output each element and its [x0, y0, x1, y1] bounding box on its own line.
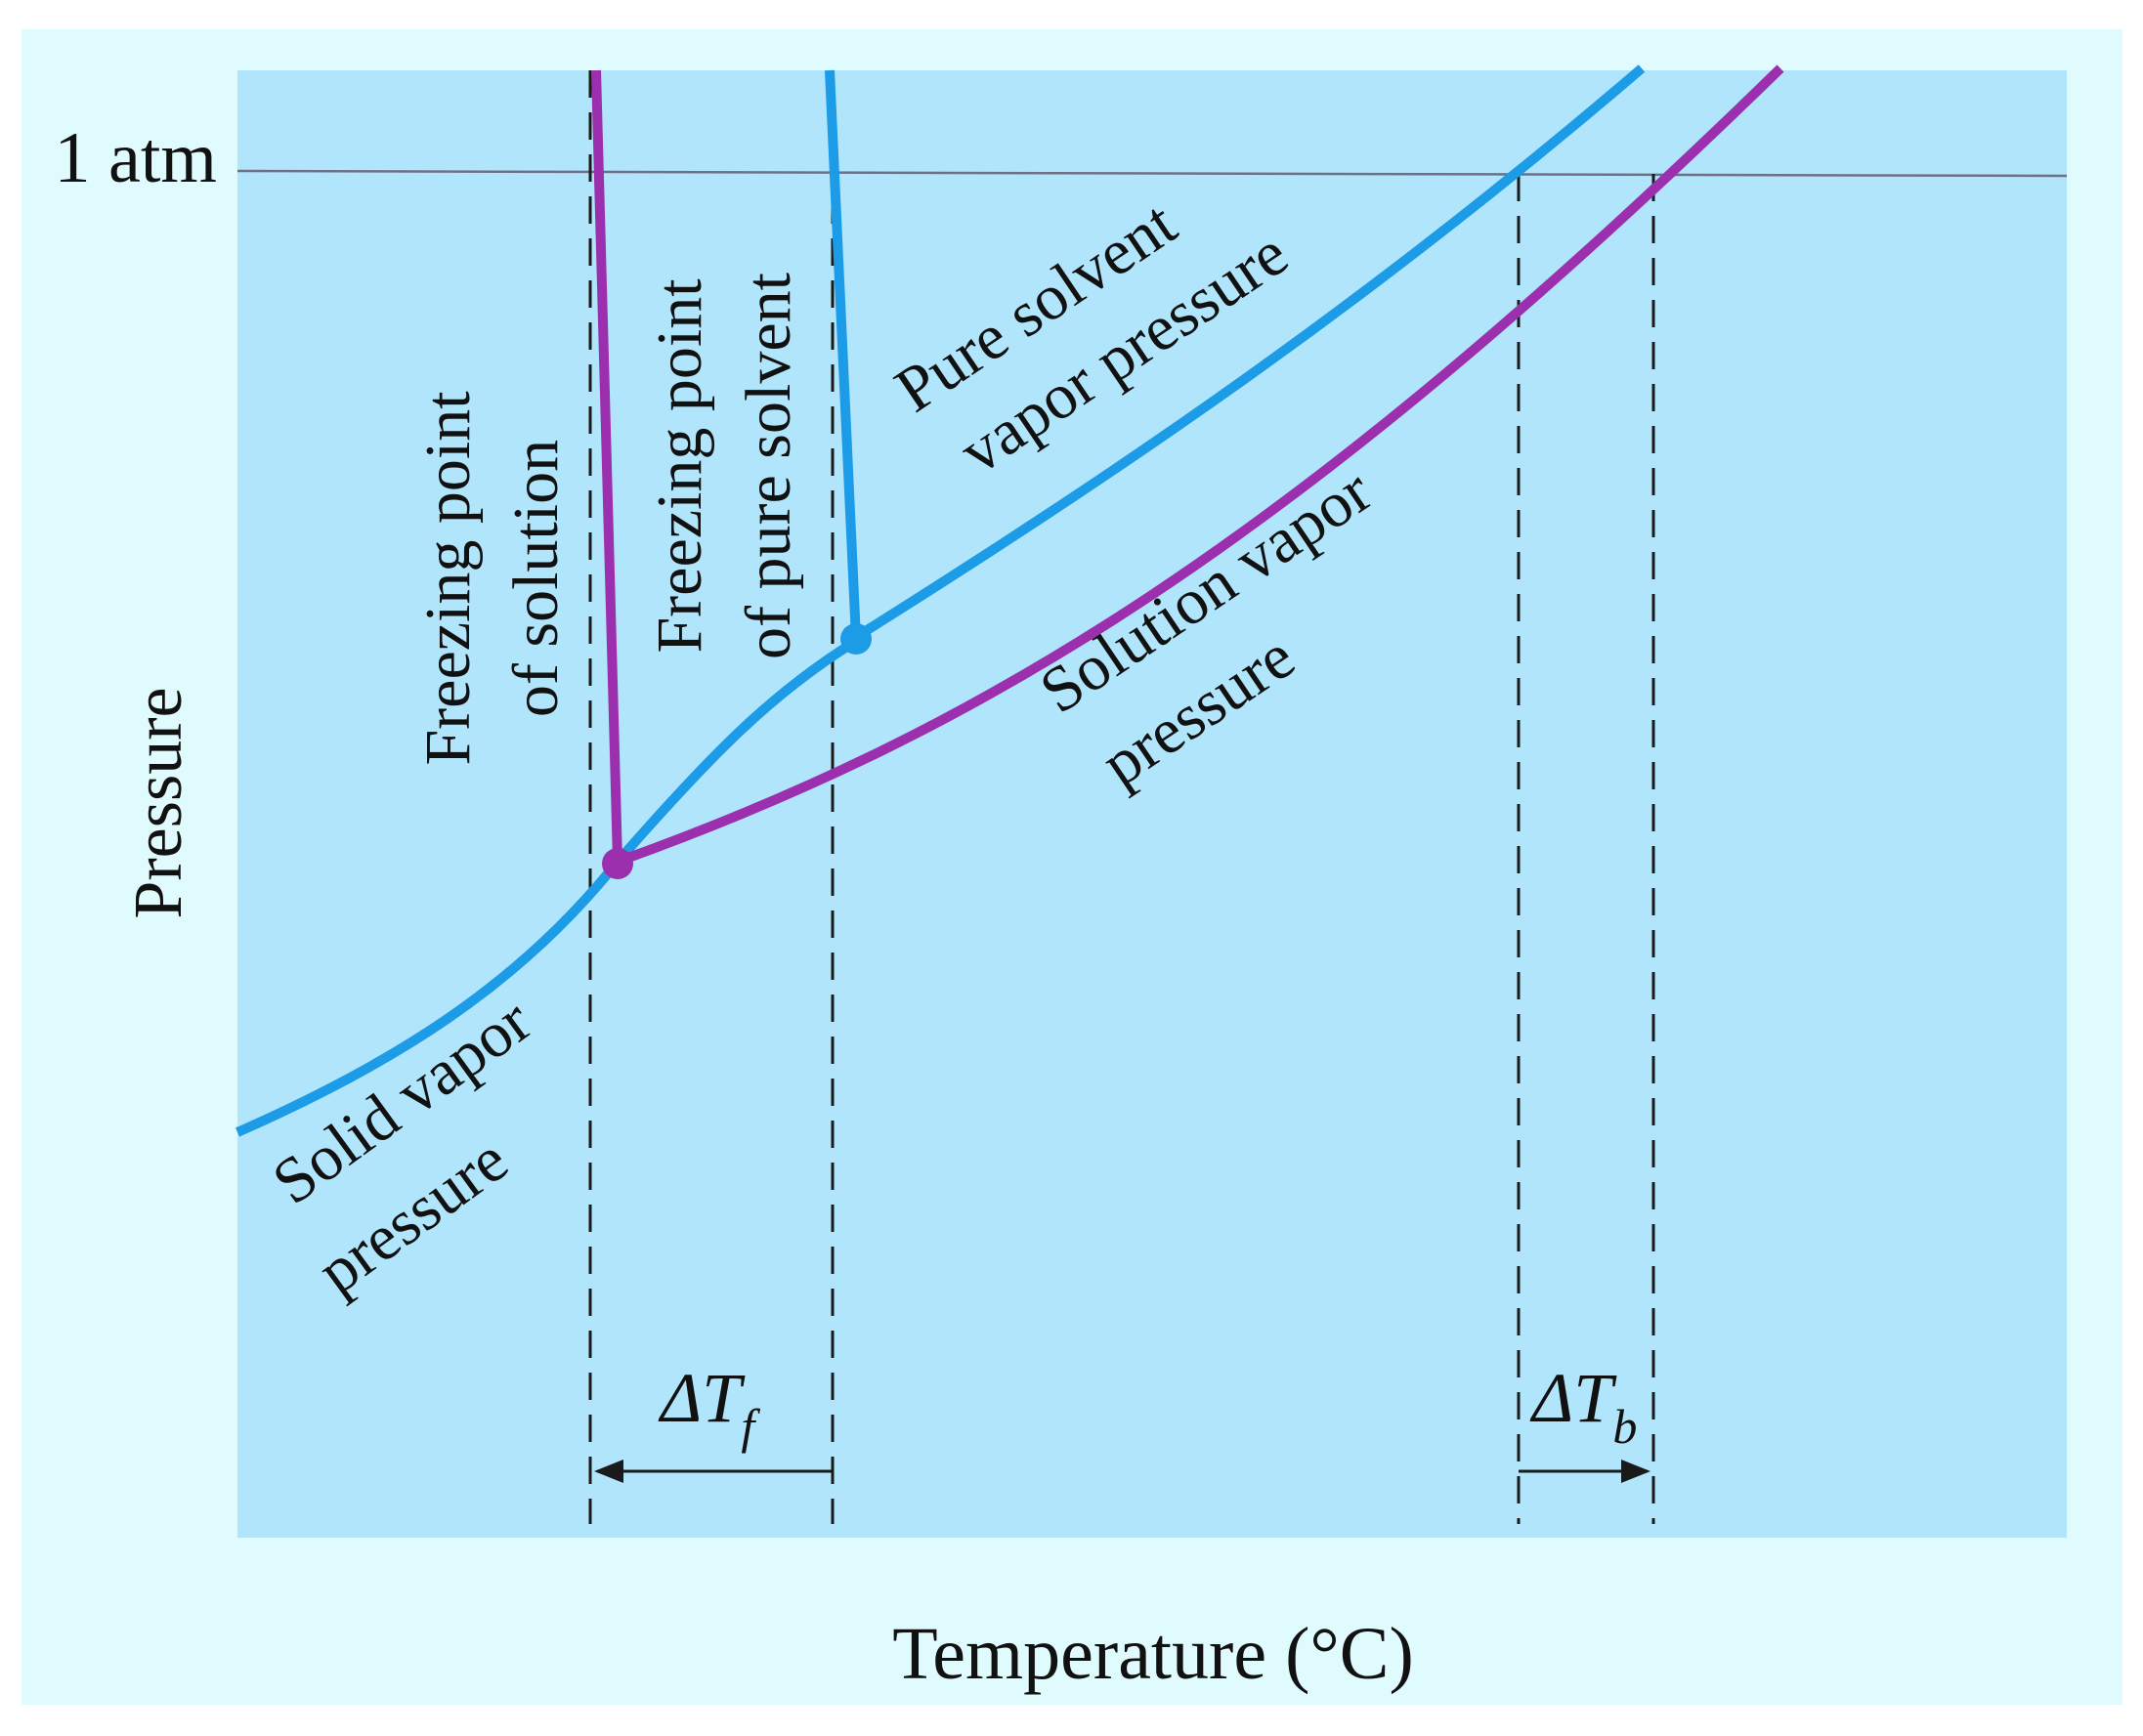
plot-area [237, 70, 2067, 1538]
solid-vapor-pressure-curve [235, 638, 856, 1137]
solution-fusion-line [591, 69, 622, 863]
solution-vapor-pressure-curve [616, 64, 1784, 867]
solution-triple-point [602, 848, 633, 879]
one-atm-label: 1 atm [55, 118, 217, 198]
freezing-point-pure-label-line1: Freezing point [644, 278, 715, 653]
x-axis-label: Temperature (°C) [892, 1613, 1414, 1695]
delta-tb-text: ΔT [1529, 1359, 1617, 1437]
pure-solvent-vapor-pressure-curve [850, 64, 1646, 644]
freezing-point-pure-label-line2: of pure solvent [733, 273, 804, 659]
pure-solvent-triple-point [840, 623, 872, 655]
freezing-point-solution-label-line1: Freezing point [412, 391, 484, 765]
freezing-point-solution-label-line2: of solution [500, 440, 572, 717]
delta-tb-subscript: b [1612, 1399, 1637, 1454]
delta-tb-label: ΔTb [1529, 1359, 1637, 1454]
delta-tf-text: ΔT [658, 1359, 746, 1437]
one-atm-line [236, 169, 2068, 178]
pure-solvent-fusion-line [825, 69, 861, 640]
dashed-guides [588, 70, 1655, 1524]
y-axis-label: Pressure [121, 687, 196, 918]
